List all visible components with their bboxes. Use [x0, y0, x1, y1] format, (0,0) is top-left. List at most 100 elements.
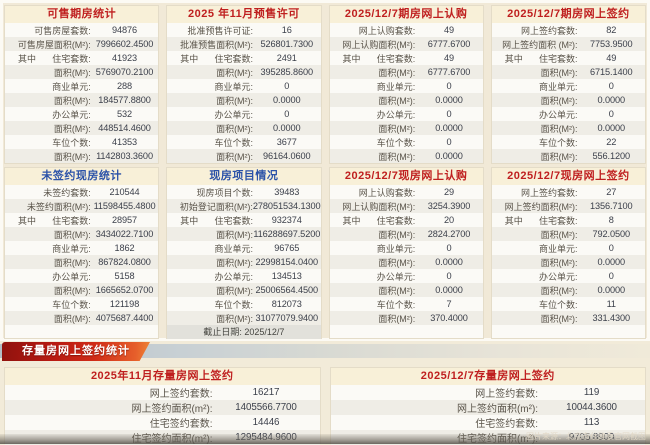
panel-rows: 未签约套数: 210544 未签约面积(M²): 11598455.4800 其… — [5, 185, 159, 325]
stat-row: 批准预售许可证: 16 — [167, 23, 320, 37]
row-value: 0.0000 — [597, 257, 626, 267]
stat-row: 办公单元: 0 — [492, 107, 645, 121]
row-value: 29 — [444, 187, 455, 197]
row-label: 面积(M²): — [53, 67, 91, 78]
watermark: 图片来源：北京市住建委官网截图 — [526, 432, 646, 441]
stat-row: 商业单元: 1862 — [5, 241, 158, 255]
row-label: 车位个数: — [376, 299, 416, 310]
row-label: 未签约套数: — [43, 187, 91, 198]
row-value: 39483 — [274, 187, 300, 197]
row-label: 商业单元: — [214, 81, 254, 92]
row-label: 面积(M²): — [378, 285, 416, 296]
stat-row: 面积(M²): 867824.0800 — [5, 255, 159, 269]
stat-row: 办公单元: 532 — [5, 107, 158, 121]
stat-row: 面积(M²): 3434022.7100 — [5, 227, 159, 241]
stat-row: 网上签约面积(M²): 1356.7100 — [491, 199, 645, 213]
row-value: 3434022.7100 — [95, 229, 154, 239]
stat-row: 办公单元: 0 — [167, 107, 320, 121]
row-label: 车位个数: — [52, 137, 91, 148]
stat-row: 车位个数: 812073 — [167, 297, 320, 311]
stat-row: 面积(M²): 331.4300 — [491, 311, 645, 325]
row-label: 网上签约面积(m²): — [131, 404, 213, 415]
row-value: 20 — [444, 215, 455, 225]
row-label: 办公单元: — [539, 271, 578, 282]
row-label: 办公单元: — [376, 109, 416, 120]
panel-rows: 网上签约套数: 82 网上签约面积 (M²): 7753.9500 其中 住宅套… — [491, 23, 645, 163]
row-value: 6777.6700 — [427, 39, 471, 49]
row-value: 0 — [608, 81, 614, 91]
stat-row: 网上认购套数: 49 — [330, 23, 483, 37]
row-value: 0.0000 — [435, 257, 463, 267]
stat-row: 面积(M²): 448514.4600 — [5, 121, 159, 135]
row-value: 41923 — [112, 53, 138, 63]
row-value: 121198 — [109, 299, 140, 309]
row-value: 2824.2700 — [427, 229, 471, 239]
row-prefix: 其中 — [180, 53, 199, 64]
row-value: 1356.7100 — [590, 201, 633, 211]
row-label: 商业单元: — [539, 243, 578, 254]
row-label: 面积(M²): — [53, 229, 91, 240]
row-value: 5769070.2100 — [95, 67, 154, 77]
row-label: 面积(M²): — [378, 95, 416, 106]
stat-row: 住宅签约套数: 113 — [331, 415, 646, 430]
panel-rows: 批准预售许可证: 16 批准预售面积(M²): 526801.7300 其中 住… — [167, 23, 321, 163]
stat-row: 网上签约套数: 82 — [492, 23, 645, 37]
stock-housing-section-title: 存量房网上签约统计 — [22, 345, 130, 357]
row-label: 车位个数: — [539, 137, 578, 148]
stock-housing-section-tab[interactable]: 存量房网上签约统计 — [2, 342, 150, 361]
row-label: 住宅套数: — [214, 53, 254, 64]
row-label: 面积(M²): — [216, 95, 254, 106]
panel-footer: 截止日期: 2025/12/7 — [167, 325, 321, 339]
row-value: 395285.8600 — [260, 67, 314, 77]
stat-row: 其中 住宅套数: 20 — [330, 213, 483, 227]
row-value: 0.0000 — [597, 123, 626, 133]
row-value: 867824.0800 — [98, 257, 151, 267]
stat-row: 商业单元: 0 — [330, 79, 483, 93]
stat-row: 其中 住宅套数: 49 — [330, 51, 483, 65]
row-label: 网上签约面积(m²): — [456, 404, 539, 415]
stat-row: 车位个数: 11 — [492, 297, 645, 311]
row-label: 面积(M²): — [378, 229, 416, 240]
row-label: 面积(M²): — [378, 123, 416, 134]
row-label: 未签约面积(M²): — [26, 201, 91, 212]
stat-row: 面积(M²): 395285.8600 — [167, 65, 321, 79]
row-label: 住宅套数: — [214, 215, 254, 226]
row-label: 面积(M²): — [53, 285, 91, 296]
row-value: 94876 — [112, 25, 138, 35]
stat-panel: 2025/12/7存量房网上签约 网上签约套数: 119 网上签约面积(m²):… — [329, 367, 646, 445]
stat-row: 网上认购套数: 29 — [330, 185, 483, 199]
stat-row: 住宅签约套数: 14446 — [5, 415, 320, 430]
row-value: 0.0000 — [435, 95, 463, 105]
stat-panel: 2025/12/7期房网上认购 网上认购套数: 49 网上认购面积(M²): 6… — [328, 5, 484, 164]
row-value: 25006564.4500 — [255, 285, 319, 295]
row-label: 面积(M²): — [378, 313, 416, 324]
row-label: 住宅套数: — [52, 215, 91, 226]
row-value: 370.4000 — [430, 313, 468, 323]
row-label: 商业单元: — [214, 243, 254, 254]
row-label: 网上认购面积(M²): — [342, 39, 416, 50]
row-label: 面积(M²): — [216, 123, 254, 134]
stat-row: 网上认购面积(M²): 3254.3900 — [329, 199, 483, 213]
row-label: 商业单元: — [376, 243, 416, 254]
row-value: 0 — [446, 137, 452, 147]
row-value: 0.0000 — [597, 95, 626, 105]
row-label: 办公单元: — [52, 109, 91, 120]
row-value: 0.0000 — [435, 151, 463, 161]
stat-row: 其中 住宅套数: 49 — [492, 51, 645, 65]
row-value: 0 — [284, 81, 290, 91]
stat-row: 车位个数: 3677 — [167, 135, 320, 149]
row-prefix: 其中 — [342, 53, 361, 64]
row-label: 面积(M²): — [540, 229, 578, 240]
row-value: 7 — [446, 299, 452, 309]
stat-row: 可售房屋面积(M²): 7996602.4500 — [5, 37, 159, 51]
row-label: 住宅签约面积(m²): — [456, 434, 539, 445]
row-value: 16217 — [252, 387, 280, 398]
stat-row: 面积(M²): 25006564.4500 — [167, 283, 321, 297]
row-label: 车位个数: — [214, 137, 254, 148]
row-value: 27 — [606, 187, 617, 197]
row-label: 住宅签约套数: — [149, 419, 213, 430]
row-value: 113 — [583, 417, 600, 428]
stat-row: 网上签约面积(m²): 10044.3600 — [330, 400, 645, 415]
row-value: 0.0000 — [597, 285, 626, 295]
row-value: 792.0500 — [592, 229, 631, 239]
